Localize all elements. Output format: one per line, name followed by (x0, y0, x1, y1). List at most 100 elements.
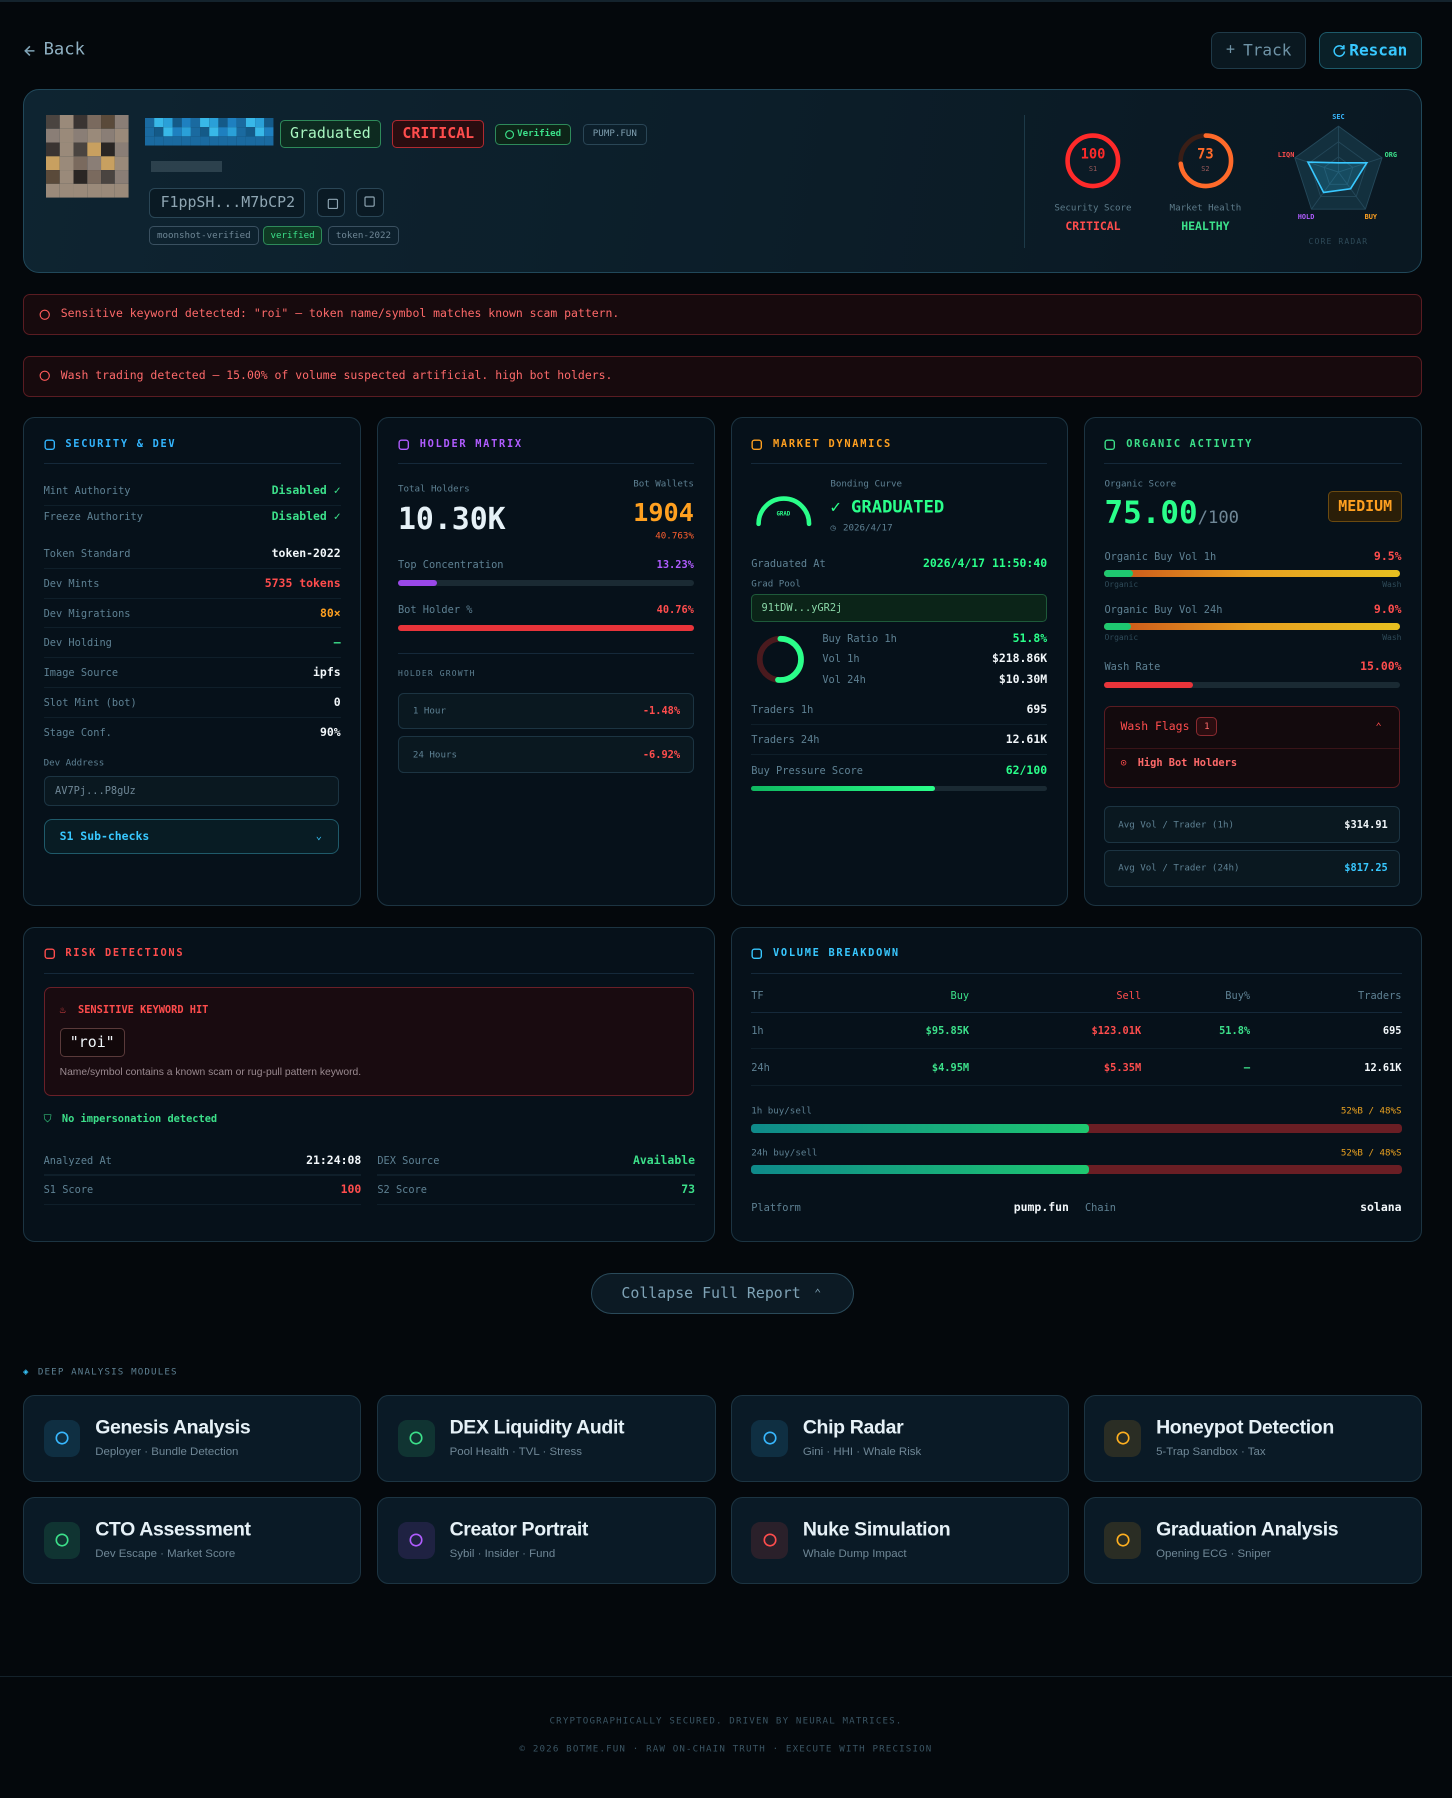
label: Bot Holder % (397, 603, 473, 616)
name-pixel (190, 136, 200, 146)
avg-box (1104, 806, 1401, 843)
graphic (763, 1431, 777, 1445)
flags-count: 1 (1196, 716, 1218, 737)
name-pixel (245, 136, 255, 146)
radar-axis-label: SEC (1332, 112, 1345, 121)
cell: $4.95M (931, 1061, 970, 1074)
track-button[interactable] (1211, 32, 1307, 69)
row-label: Dev Holding (43, 637, 112, 650)
collapse-label: Collapse Full Report (621, 1283, 801, 1302)
name-pixel (162, 136, 173, 146)
avatar-pixel (59, 169, 74, 184)
avatar-pixel (100, 128, 115, 143)
row-value: pump.fun (1013, 1199, 1069, 1214)
module-card[interactable] (730, 1496, 1069, 1584)
row-label: Buy Ratio 1h (822, 632, 897, 645)
module-name: Graduation Analysis (1156, 1518, 1339, 1541)
collapse-button[interactable] (590, 1273, 855, 1315)
row-value: 9.0% (1373, 602, 1402, 617)
header-divider (1024, 114, 1026, 248)
radar-spoke (1311, 171, 1339, 210)
panel-title: SECURITY & DEV (65, 437, 177, 450)
divider (397, 652, 694, 654)
panel (730, 926, 1423, 1243)
avatar-pixel (87, 169, 101, 184)
row-value: 695 (1026, 702, 1048, 717)
name-pixel (181, 118, 191, 128)
module-card[interactable] (730, 1394, 1069, 1482)
row-value: Available (632, 1152, 696, 1167)
split-label: 24h buy/sell (751, 1147, 818, 1159)
alert (22, 355, 1423, 397)
clock-icon: ◷ (830, 522, 836, 534)
grad-gauge (755, 496, 811, 527)
module-name: Creator Portrait (449, 1518, 589, 1541)
module-card[interactable] (1083, 1496, 1423, 1584)
row-value: — (333, 635, 341, 650)
row-label: Chain (1084, 1201, 1116, 1214)
score-label: Security Score (1054, 202, 1132, 214)
column-header: TF (751, 989, 764, 1002)
avatar-pixel (59, 114, 74, 129)
column-header: Buy% (1225, 989, 1251, 1002)
name-pixel (162, 127, 173, 137)
shield-icon: ⛉ (43, 1113, 52, 1126)
row-value: 0 (333, 695, 341, 710)
graphic (39, 371, 50, 382)
avg-box (1104, 849, 1401, 887)
name-pixel (263, 118, 273, 128)
row-divider (43, 567, 341, 569)
graphic (1065, 133, 1121, 189)
graduated-status: ✓ GRADUATED (830, 497, 945, 518)
graphic (1116, 1533, 1130, 1547)
module-icon (1104, 1521, 1142, 1559)
module-desc: Pool Health · TVL · Stress (449, 1446, 582, 1459)
row-divider (43, 1174, 362, 1176)
back-button[interactable]: Back (43, 40, 85, 61)
graphic (409, 1431, 423, 1445)
name-pixel (263, 127, 273, 137)
bar-fill (1104, 622, 1132, 630)
name-pixel (245, 127, 255, 137)
name-pixel (236, 136, 246, 146)
module-name: CTO Assessment (95, 1518, 251, 1541)
copy-button[interactable] (316, 188, 346, 217)
keyword: "roi" (59, 1027, 125, 1058)
panel-divider (751, 463, 1048, 465)
module-card[interactable] (22, 1496, 362, 1584)
row-divider (43, 657, 341, 659)
name-pixel (162, 118, 173, 128)
cell: 51.8% (1219, 1024, 1251, 1037)
subchecks-button[interactable] (43, 818, 340, 855)
panel-title: VOLUME BREAKDOWN (773, 946, 900, 959)
row-label: Token Standard (43, 547, 131, 560)
name-pixel (172, 127, 182, 137)
icon (1116, 1431, 1130, 1445)
module-desc: Opening ECG · Sniper (1156, 1548, 1271, 1561)
module-card[interactable] (1083, 1394, 1423, 1482)
row-divider (751, 723, 1048, 725)
modules-icon: ◈ (22, 1366, 29, 1378)
row-value: 51.8% (1012, 630, 1048, 645)
flame-icon: ♨ (59, 1004, 66, 1017)
open-button[interactable] (355, 188, 385, 217)
flag-icon: ⊙ (1120, 756, 1127, 769)
icon (409, 1431, 423, 1445)
rescan-icon (1333, 44, 1345, 57)
row-value: 15.00% (1360, 659, 1402, 674)
graphic (751, 439, 763, 451)
radar-shape (1306, 161, 1369, 194)
rescan-button[interactable] (1318, 32, 1423, 69)
module-desc: Gini · HHI · Whale Risk (802, 1446, 922, 1459)
icon (763, 1533, 777, 1547)
module-card[interactable] (377, 1394, 716, 1482)
avatar-pixel (73, 142, 88, 156)
graphic (1177, 133, 1233, 189)
bot-wallets: 1904 (633, 497, 694, 527)
row-value: 73 (681, 1182, 696, 1197)
gauge-fill (756, 635, 804, 683)
impersonation: No impersonation detected (61, 1113, 218, 1126)
bar-fill (751, 1123, 1090, 1134)
module-card[interactable] (22, 1394, 362, 1482)
module-card[interactable] (377, 1496, 716, 1584)
